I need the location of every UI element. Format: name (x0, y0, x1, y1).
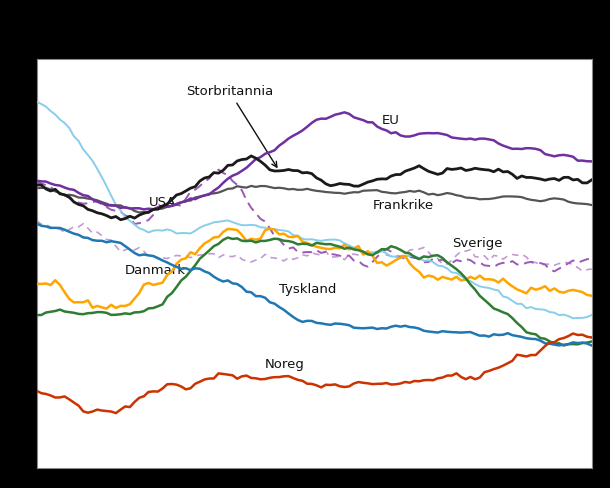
Text: Noreg: Noreg (265, 358, 305, 370)
Text: Tyskland: Tyskland (279, 284, 337, 296)
Text: Danmark: Danmark (125, 264, 186, 277)
Text: Sverige: Sverige (452, 237, 502, 249)
Text: Frankrike: Frankrike (373, 199, 434, 211)
Text: EU: EU (382, 114, 400, 127)
Text: Storbritannia: Storbritannia (186, 85, 277, 167)
Text: USA: USA (149, 196, 176, 209)
